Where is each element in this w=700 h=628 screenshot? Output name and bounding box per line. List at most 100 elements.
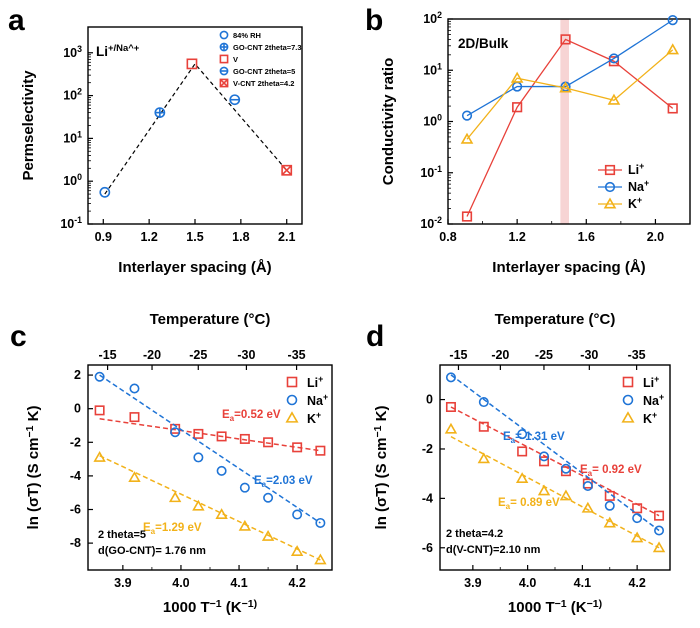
text-span: −1	[555, 598, 567, 610]
marker-triangle	[128, 471, 141, 483]
x-tick-label: 1.2	[508, 230, 525, 244]
marker-triangle	[460, 132, 474, 144]
text-span: E	[254, 475, 262, 487]
marker-circle	[461, 110, 473, 121]
activation-energy-label: Ea= 0.89 eV	[498, 497, 560, 511]
data-point	[603, 516, 616, 528]
series-line	[466, 38, 674, 217]
data-point	[170, 427, 181, 438]
legend-marker	[219, 66, 229, 76]
marker-circle	[604, 181, 616, 193]
data-point	[478, 397, 489, 408]
x-tick-label: 2.0	[647, 230, 664, 244]
data-point	[168, 491, 182, 503]
x-tick-label: 4.2	[288, 576, 305, 590]
text-span: 10	[423, 12, 437, 26]
x-axis-label: Interlayer spacing (Å)	[118, 259, 271, 276]
inset-title: 2D/Bulk	[458, 36, 509, 51]
marker-circle	[632, 513, 643, 524]
legend-marker	[219, 78, 229, 88]
data-point	[154, 107, 166, 119]
top-x-tick-label: -25	[535, 348, 553, 362]
marker-triangle	[603, 197, 617, 209]
series-line	[466, 19, 674, 117]
data-point	[445, 372, 456, 383]
marker-square	[129, 412, 140, 423]
text-span: 0	[77, 172, 82, 182]
marker-circle	[582, 481, 593, 492]
data-point	[667, 15, 678, 26]
top-x-tick-label: -35	[288, 348, 306, 362]
legend-marker	[219, 30, 229, 40]
x-tick-label: 0.8	[439, 230, 456, 244]
y-tick-label: 103	[63, 44, 82, 60]
plot-frame	[87, 26, 303, 225]
data-point	[99, 186, 111, 198]
text-span: +	[652, 410, 657, 420]
top-x-axis-label: Temperature (°C)	[150, 311, 271, 328]
data-point	[292, 509, 303, 520]
data-point	[239, 433, 250, 444]
marker-circle	[170, 427, 181, 438]
marker-triangle	[168, 491, 182, 503]
marker-triangle	[621, 411, 635, 423]
marker-square	[517, 446, 528, 457]
top-x-tick-label: -15	[99, 348, 117, 362]
data-point	[315, 445, 326, 456]
data-point	[560, 463, 571, 474]
marker-triangle	[285, 411, 299, 423]
y-axis-label: ln (σT) (S cm−1 K)	[24, 406, 42, 530]
text-span: (K	[567, 599, 587, 616]
data-point	[93, 450, 106, 462]
legend-marker	[621, 411, 635, 423]
highlight-band	[560, 19, 569, 224]
text-span: +	[659, 392, 664, 402]
marker-triangle	[290, 545, 304, 556]
marker-circle	[517, 429, 528, 440]
y-tick-label: 100	[63, 172, 82, 188]
text-span: +	[639, 161, 644, 171]
text-span: Li	[628, 163, 639, 177]
text-span: a	[151, 527, 156, 536]
inset-title: Li+/Na^+	[96, 43, 140, 59]
marker-square	[622, 376, 634, 388]
y-tick-label: 101	[423, 61, 442, 77]
legend-marker	[219, 54, 229, 64]
marker-triangle	[93, 450, 106, 462]
text-span: a	[588, 469, 593, 478]
text-span: 3	[77, 44, 82, 54]
text-span: =1.29 eV	[155, 522, 202, 534]
data-point	[129, 383, 140, 394]
text-span: K	[643, 412, 652, 426]
y-tick-label: 102	[423, 10, 442, 26]
data-point	[539, 451, 550, 462]
data-point	[129, 412, 140, 423]
note-text: d(GO-CNT)= 1.76 nm	[98, 545, 206, 557]
text-span: 2	[77, 87, 82, 97]
marker-circle	[445, 372, 456, 383]
panel-c: c 3.9 4.0 4.1 4.2 2 0 -2 -4 -6 -8 -15 -20 -25 -30 -35 Te…	[10, 311, 333, 616]
text-span: 10	[423, 63, 437, 77]
data-point	[582, 481, 593, 492]
x-tick-label: 1.8	[232, 230, 249, 244]
data-point	[632, 503, 643, 514]
marker-circle	[99, 186, 111, 198]
marker-square	[654, 510, 665, 521]
data-point	[444, 422, 458, 434]
data-point	[632, 513, 643, 524]
marker-triangle	[510, 71, 524, 83]
marker-square	[667, 103, 678, 114]
text-span: K	[628, 197, 637, 211]
marker-triangle	[314, 553, 327, 565]
marker-square	[216, 431, 227, 442]
panel-a: a0.9 1.2 1.5 1.8 2.110-1100101102103Interlay…	[8, 4, 303, 276]
x-tick-label: 4.0	[519, 576, 536, 590]
legend-label: Li+	[643, 374, 659, 390]
marker-circle	[604, 500, 615, 511]
text-span: 2	[437, 10, 442, 20]
data-point	[261, 529, 275, 541]
marker-square	[286, 376, 298, 388]
text-span: E	[222, 409, 230, 421]
y-tick-label: 2	[74, 368, 81, 382]
